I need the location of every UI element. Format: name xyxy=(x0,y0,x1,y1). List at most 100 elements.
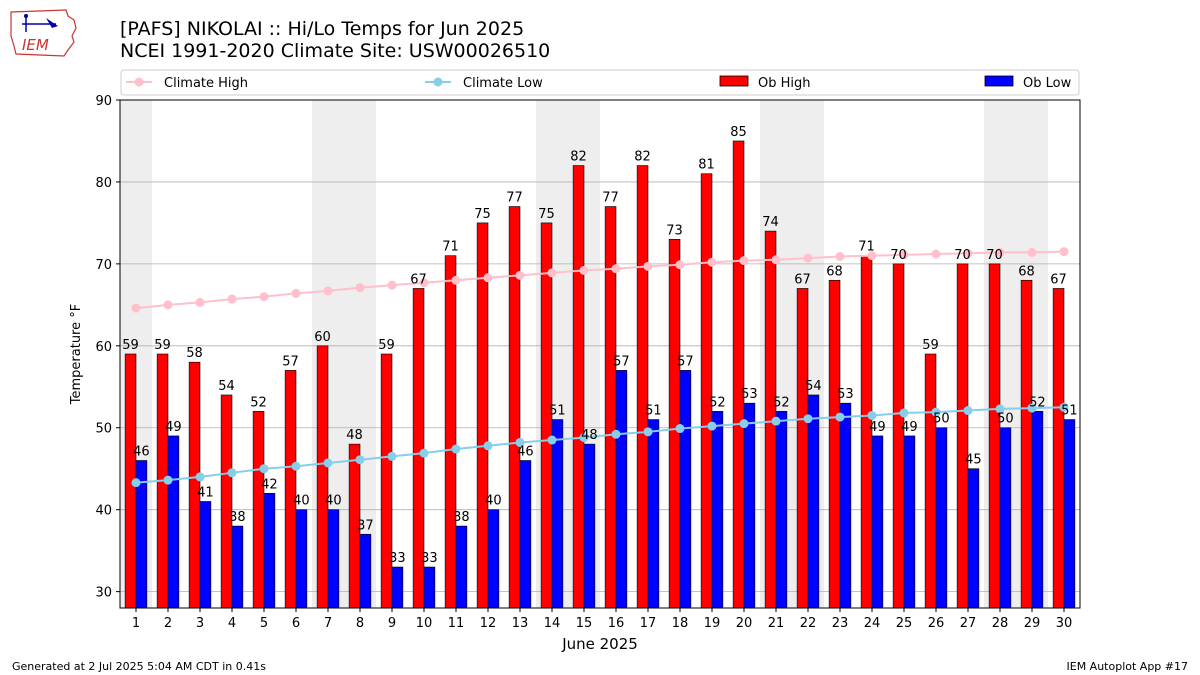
ob-high-bar-13 xyxy=(508,206,521,609)
ob-high-value-label-20: 85 xyxy=(730,125,747,140)
x-tick-label-25: 25 xyxy=(896,616,913,631)
ob-low-value-label-15: 48 xyxy=(581,428,598,443)
ob-high-value-label-24: 71 xyxy=(858,240,875,255)
x-tick-label-14: 14 xyxy=(544,616,561,631)
climate-high-point-26 xyxy=(931,249,941,259)
ob-low-bar-7 xyxy=(327,509,340,609)
x-tick-label-17: 17 xyxy=(640,616,657,631)
generated-note: Generated at 2 Jul 2025 5:04 AM CDT in 0… xyxy=(12,660,266,673)
ob-low-bar-21 xyxy=(775,411,788,609)
x-tick-label-20: 20 xyxy=(736,616,753,631)
x-tick-label-5: 5 xyxy=(260,616,268,631)
ob-low-bar-18 xyxy=(679,370,692,609)
chart-title: [PAFS] NIKOLAI :: Hi/Lo Temps for Jun 20… xyxy=(120,18,550,62)
ob-low-value-label-4: 38 xyxy=(229,510,246,525)
iem-logo: IEM xyxy=(8,6,80,58)
legend-ob-low-swatch xyxy=(984,75,1014,87)
ob-high-value-label-29: 68 xyxy=(1018,264,1035,279)
ob-low-bar-25 xyxy=(903,435,916,609)
climate-high-point-23 xyxy=(835,251,845,261)
ob-high-bar-11 xyxy=(444,255,457,609)
y-axis-ticks: 30 40 50 60 70 80 90 xyxy=(95,94,120,601)
y-tick-label-50: 50 xyxy=(95,422,112,437)
climate-low-point-26 xyxy=(931,407,941,417)
climate-high-point-1 xyxy=(131,303,141,313)
climate-high-point-14 xyxy=(547,268,557,278)
climate-high-point-4 xyxy=(227,294,237,304)
x-axis-label: June 2025 xyxy=(561,635,638,653)
ob-low-value-label-27: 45 xyxy=(965,453,982,468)
climate-lines xyxy=(131,247,1069,488)
ob-low-bar-6 xyxy=(295,509,308,609)
climate-high-point-9 xyxy=(387,280,397,290)
climate-high-point-3 xyxy=(195,297,205,307)
ob-low-value-label-9: 33 xyxy=(389,551,406,566)
climate-low-point-10 xyxy=(419,448,429,458)
x-tick-label-16: 16 xyxy=(608,616,625,631)
ob-high-value-label-17: 82 xyxy=(634,150,651,165)
ob-high-bar-27 xyxy=(956,263,969,609)
app-credit: IEM Autoplot App #17 xyxy=(1066,660,1189,673)
ob-low-bar-27 xyxy=(967,468,980,609)
ob-high-value-label-9: 59 xyxy=(378,338,395,353)
x-tick-label-23: 23 xyxy=(832,616,849,631)
climate-high-point-2 xyxy=(163,300,173,310)
climate-low-point-13 xyxy=(515,437,525,447)
climate-low-point-2 xyxy=(163,475,173,485)
climate-low-point-15 xyxy=(579,433,589,443)
x-tick-label-18: 18 xyxy=(672,616,689,631)
climate-low-point-3 xyxy=(195,472,205,482)
ob-high-bar-17 xyxy=(636,165,649,609)
climate-low-point-5 xyxy=(259,464,269,474)
ob-high-value-label-18: 73 xyxy=(666,223,683,238)
ob-low-bar-16 xyxy=(615,370,628,609)
ob-low-bar-15 xyxy=(583,443,596,609)
ob-high-bar-19 xyxy=(700,173,713,609)
ob-low-value-label-12: 40 xyxy=(485,494,502,509)
legend-ob-high-swatch xyxy=(719,75,749,87)
legend-ob-low-label: Ob Low xyxy=(1023,76,1072,91)
climate-high-point-5 xyxy=(259,292,269,302)
ob-low-bar-4 xyxy=(231,525,244,609)
ob-low-bar-9 xyxy=(391,566,404,609)
ob-high-value-label-3: 58 xyxy=(186,346,203,361)
x-tick-label-3: 3 xyxy=(196,616,204,631)
ob-low-bar-5 xyxy=(263,492,276,609)
climate-low-point-6 xyxy=(291,461,301,471)
ob-low-bar-30 xyxy=(1063,419,1076,609)
ob-high-bar-28 xyxy=(988,263,1001,609)
climate-low-point-24 xyxy=(867,410,877,420)
climate-high-point-16 xyxy=(611,264,621,274)
ob-low-value-label-14: 51 xyxy=(549,404,566,419)
ob-high-bar-29 xyxy=(1020,279,1033,609)
ob-low-value-label-24: 49 xyxy=(869,420,886,435)
climate-low-point-27 xyxy=(963,406,973,416)
climate-high-point-13 xyxy=(515,270,525,280)
ob-low-value-label-23: 53 xyxy=(837,387,854,402)
ob-low-value-label-1: 46 xyxy=(133,445,150,460)
ob-low-value-label-10: 33 xyxy=(421,551,438,566)
climate-high-point-10 xyxy=(419,278,429,288)
title-line-1: [PAFS] NIKOLAI :: Hi/Lo Temps for Jun 20… xyxy=(120,18,525,40)
ob-high-bar-22 xyxy=(796,288,809,609)
climate-high-point-15 xyxy=(579,265,589,275)
climate-low-point-14 xyxy=(547,435,557,445)
y-tick-label-60: 60 xyxy=(95,340,112,355)
climate-high-point-22 xyxy=(803,253,813,263)
ob-high-value-label-6: 57 xyxy=(282,354,299,369)
ob-high-value-label-28: 70 xyxy=(986,248,1003,263)
ob-high-bar-9 xyxy=(380,353,393,609)
x-axis-ticks: 1 2 3 4 5 6 7 8 9 10 11 12 13 14 15 16 17 18 19 20 21 22 23 24 2… xyxy=(132,608,1072,631)
ob-high-value-label-27: 70 xyxy=(954,248,971,263)
ob-low-bar-26 xyxy=(935,427,948,609)
ob-low-value-label-22: 54 xyxy=(805,379,822,394)
ob-high-bar-15 xyxy=(572,165,585,609)
climate-high-point-19 xyxy=(707,257,717,267)
climate-low-point-11 xyxy=(451,444,461,454)
x-tick-label-2: 2 xyxy=(164,616,172,631)
ob-high-bar-20 xyxy=(732,140,745,609)
climate-low-point-8 xyxy=(355,455,365,465)
y-tick-label-70: 70 xyxy=(95,258,112,273)
ob-low-value-label-26: 50 xyxy=(933,412,950,427)
